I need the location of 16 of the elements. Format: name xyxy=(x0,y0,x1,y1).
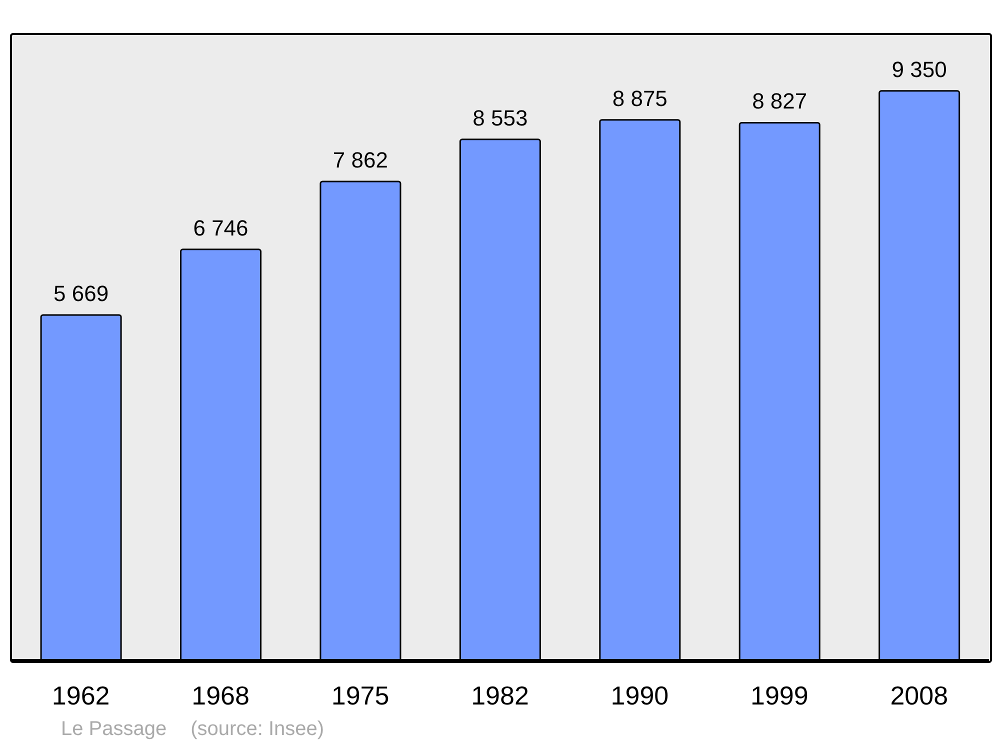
x-tick-label: 1990 xyxy=(610,680,669,710)
x-tick-label: 1982 xyxy=(471,680,529,710)
data-label: 6 746 xyxy=(193,215,248,240)
data-label: 8 875 xyxy=(612,86,668,111)
data-label: 5 669 xyxy=(54,280,109,306)
text: Le Passage xyxy=(61,718,167,740)
x-tick-label: 1968 xyxy=(192,680,250,710)
x-tick-label: 1975 xyxy=(331,680,390,710)
text: (source: Insee) xyxy=(190,718,324,740)
x-tick-label: 1999 xyxy=(750,680,808,710)
x-tick-label: 1962 xyxy=(52,680,110,710)
data-label: 7 862 xyxy=(332,147,388,172)
data-label: 8 553 xyxy=(472,105,528,130)
x-tick-label: 2008 xyxy=(890,680,948,710)
data-label: 8 827 xyxy=(752,88,808,114)
data-label: 9 350 xyxy=(892,56,947,82)
